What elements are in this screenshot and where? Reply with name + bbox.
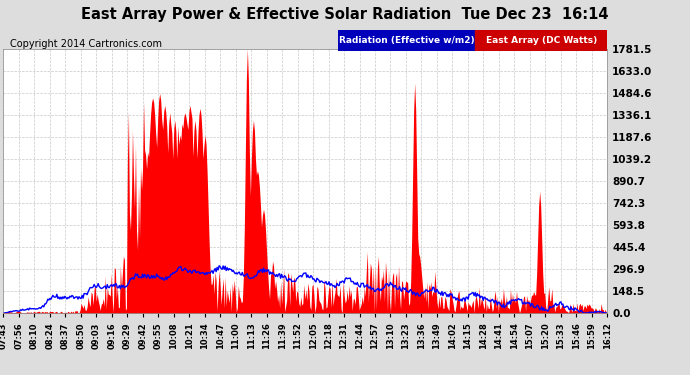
Bar bbox=[338, 30, 475, 51]
Text: East Array Power & Effective Solar Radiation  Tue Dec 23  16:14: East Array Power & Effective Solar Radia… bbox=[81, 8, 609, 22]
Text: Copyright 2014 Cartronics.com: Copyright 2014 Cartronics.com bbox=[10, 39, 162, 50]
Text: Radiation (Effective w/m2): Radiation (Effective w/m2) bbox=[339, 36, 475, 45]
Text: East Array (DC Watts): East Array (DC Watts) bbox=[486, 36, 597, 45]
Bar bbox=[475, 30, 607, 51]
